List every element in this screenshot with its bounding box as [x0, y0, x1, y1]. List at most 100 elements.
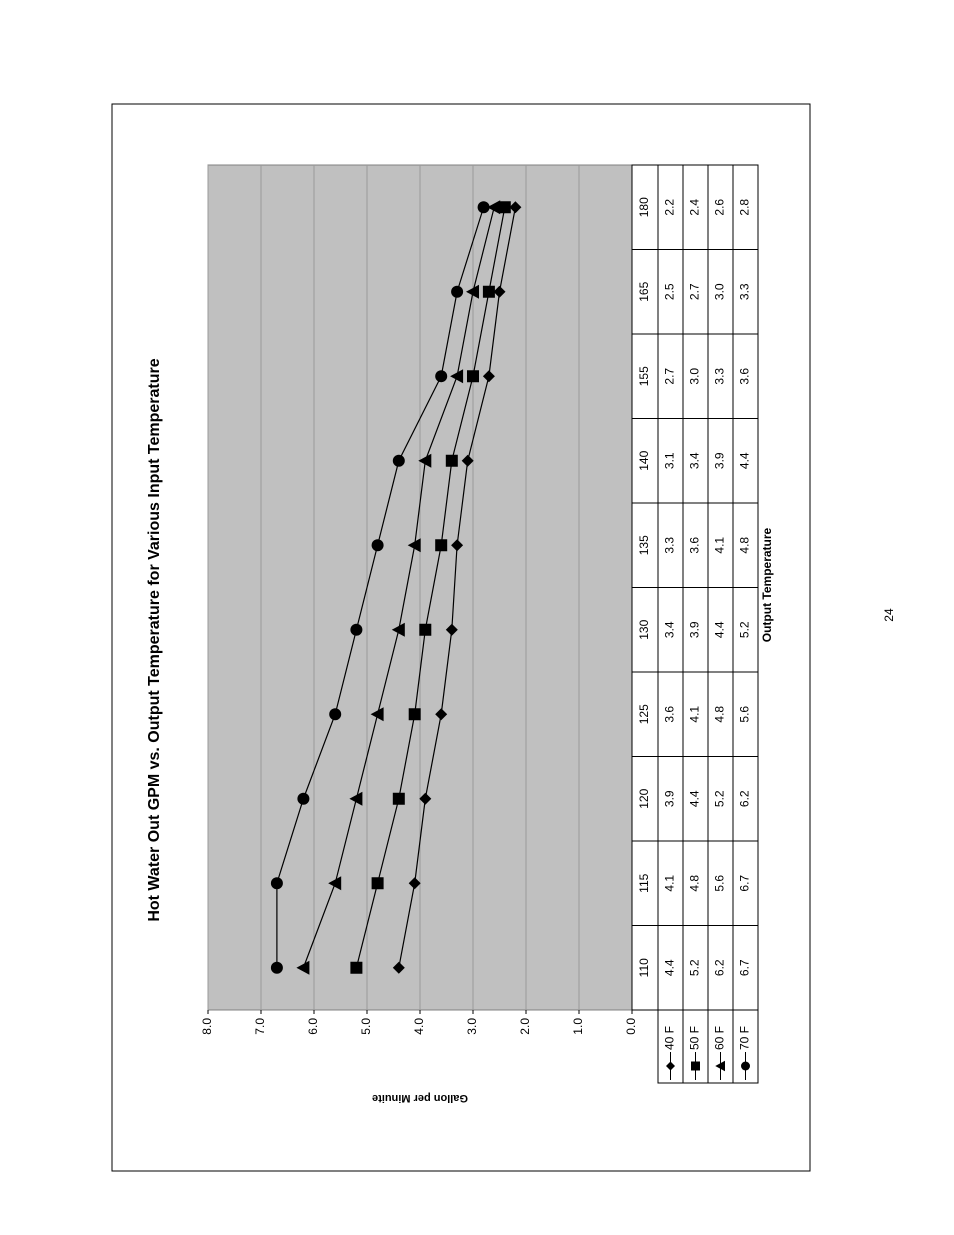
- marker: [482, 370, 495, 383]
- x-axis-label: Output Temperature: [760, 527, 774, 642]
- marker: [297, 792, 310, 805]
- marker: [482, 285, 495, 298]
- y-tick-label: 2.0: [518, 1018, 532, 1035]
- series-line: [398, 207, 516, 968]
- legend-marker: [666, 1061, 675, 1071]
- legend-marker: [715, 1060, 725, 1072]
- table-value: 3.3: [713, 368, 727, 385]
- x-tick-label: 155: [637, 366, 651, 386]
- y-axis-label: Gallon per Minuite: [372, 1092, 468, 1104]
- marker: [270, 961, 283, 974]
- marker: [466, 284, 479, 299]
- table-value: 3.9: [663, 790, 677, 807]
- table-value: 4.1: [713, 537, 727, 554]
- marker: [392, 961, 405, 974]
- table-value: 4.1: [688, 706, 702, 723]
- table-value: 3.6: [738, 368, 752, 385]
- marker: [450, 369, 464, 384]
- table-value: 3.3: [738, 283, 752, 300]
- marker: [435, 708, 448, 721]
- table-value: 4.4: [713, 621, 727, 638]
- table-value: 4.4: [738, 452, 752, 469]
- marker: [451, 539, 464, 552]
- table-value: 3.9: [688, 621, 702, 638]
- table-value: 2.4: [688, 199, 702, 216]
- x-tick-label: 140: [637, 450, 651, 470]
- table-value: 4.8: [688, 875, 702, 892]
- table-value: 3.6: [663, 706, 677, 723]
- marker: [391, 622, 405, 637]
- marker: [408, 877, 421, 890]
- marker: [350, 961, 363, 974]
- table-value: 3.4: [663, 621, 677, 638]
- chart-title: Hot Water Out GPM vs. Output Temperature…: [146, 358, 163, 921]
- marker: [445, 623, 458, 636]
- marker: [407, 538, 421, 553]
- table-value: 5.2: [688, 959, 702, 976]
- marker: [467, 370, 479, 383]
- table-value: 6.2: [738, 790, 752, 807]
- table-value: 4.8: [738, 537, 752, 554]
- y-tick-label: 5.0: [359, 1018, 373, 1035]
- table-value: 2.7: [688, 283, 702, 300]
- table-value: 3.9: [713, 452, 727, 469]
- marker: [296, 960, 310, 975]
- chart: Hot Water Out GPM vs. Output Temperature…: [146, 164, 896, 1104]
- y-tick-label: 8.0: [200, 1018, 214, 1035]
- marker: [270, 877, 283, 890]
- x-tick-label: 110: [637, 958, 651, 977]
- table-value: 6.2: [713, 959, 727, 976]
- y-tick-label: 1.0: [571, 1018, 585, 1035]
- table-value: 2.2: [663, 199, 677, 216]
- y-tick-label: 4.0: [412, 1018, 426, 1035]
- y-tick-label: 0.0: [624, 1018, 638, 1035]
- marker: [350, 623, 363, 636]
- marker: [408, 708, 421, 721]
- y-tick-label: 3.0: [465, 1018, 479, 1035]
- table-value: 3.0: [688, 368, 702, 385]
- x-tick-label: 115: [637, 873, 651, 892]
- table-value: 4.8: [713, 706, 727, 723]
- table-value: 6.7: [738, 959, 752, 976]
- table-value: 3.1: [663, 452, 677, 469]
- marker: [371, 877, 384, 890]
- legend-label: 40 F: [663, 1026, 677, 1050]
- marker: [392, 454, 405, 467]
- marker: [493, 285, 506, 298]
- marker: [371, 539, 384, 552]
- page-number: 24: [882, 608, 896, 622]
- y-tick-label: 6.0: [306, 1018, 320, 1035]
- table-value: 3.0: [713, 283, 727, 300]
- table-value: 2.6: [713, 199, 727, 216]
- x-tick-label: 165: [637, 281, 651, 301]
- table-value: 2.5: [663, 283, 677, 300]
- table-value: 5.6: [713, 875, 727, 892]
- legend-marker: [691, 1061, 700, 1071]
- marker: [498, 201, 511, 214]
- marker: [418, 453, 432, 468]
- marker: [487, 200, 501, 215]
- table-value: 3.4: [688, 452, 702, 469]
- table-value: 5.2: [713, 790, 727, 807]
- x-tick-label: 120: [637, 788, 651, 808]
- legend-label: 50 F: [688, 1026, 702, 1050]
- legend-marker: [741, 1061, 750, 1071]
- marker: [349, 791, 363, 806]
- legend-label: 60 F: [713, 1026, 727, 1050]
- table-value: 4.4: [688, 790, 702, 807]
- table-value: 2.7: [663, 368, 677, 385]
- table-value: 4.1: [663, 875, 677, 892]
- marker: [329, 708, 342, 721]
- table-value: 2.8: [738, 199, 752, 216]
- frame: [111, 103, 811, 1172]
- marker: [370, 707, 384, 722]
- marker: [477, 201, 490, 214]
- marker: [419, 623, 432, 636]
- marker: [435, 370, 448, 383]
- x-tick-label: 125: [637, 704, 651, 724]
- table-value: 4.4: [663, 959, 677, 976]
- legend-label: 70 F: [738, 1026, 752, 1050]
- table-value: 3.6: [688, 537, 702, 554]
- marker: [435, 539, 448, 552]
